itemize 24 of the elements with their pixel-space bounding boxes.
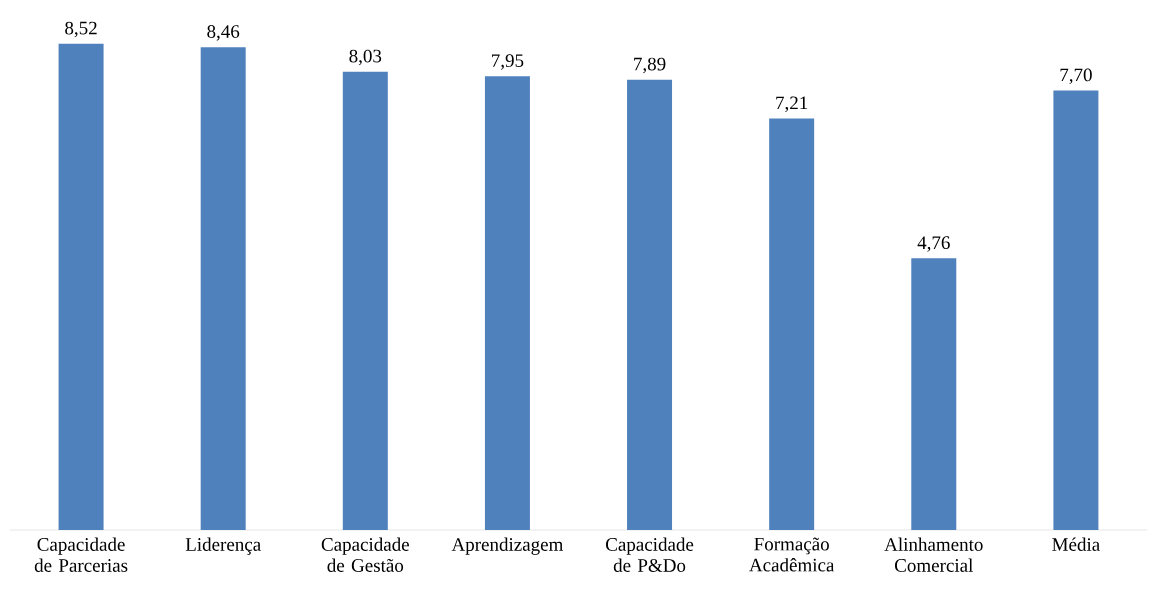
- x-tick-label: Aprendizagem: [451, 537, 564, 555]
- x-tick-label: Capacidade de Gestão: [321, 537, 409, 572]
- data-label: 7,70: [1060, 68, 1092, 85]
- data-label: 4,76: [917, 236, 950, 252]
- bar: [58, 43, 104, 530]
- data-label: 7,21: [776, 96, 808, 112]
- data-label: 7,89: [634, 57, 666, 74]
- bar: [342, 71, 388, 530]
- bar: [769, 118, 815, 530]
- data-label: 7,95: [492, 54, 524, 70]
- x-tick-label: Capacidade de Parcerias: [34, 537, 128, 572]
- x-tick-label: Média: [1052, 537, 1100, 551]
- data-label: 8,03: [349, 49, 382, 66]
- bar: [627, 79, 673, 530]
- x-tick-label: Alinhamento Comercial: [884, 537, 983, 572]
- x-tick-label: Capacidade de P&Do: [606, 537, 694, 572]
- bar: [200, 47, 246, 530]
- data-label: 8,46: [207, 25, 240, 41]
- bar: [911, 258, 957, 530]
- x-tick-label: Formação Acadêmica: [749, 537, 835, 572]
- x-tick-label: Liderença: [185, 537, 261, 555]
- bar: [484, 76, 530, 530]
- bar: [1053, 90, 1099, 530]
- data-label: 8,52: [65, 21, 97, 38]
